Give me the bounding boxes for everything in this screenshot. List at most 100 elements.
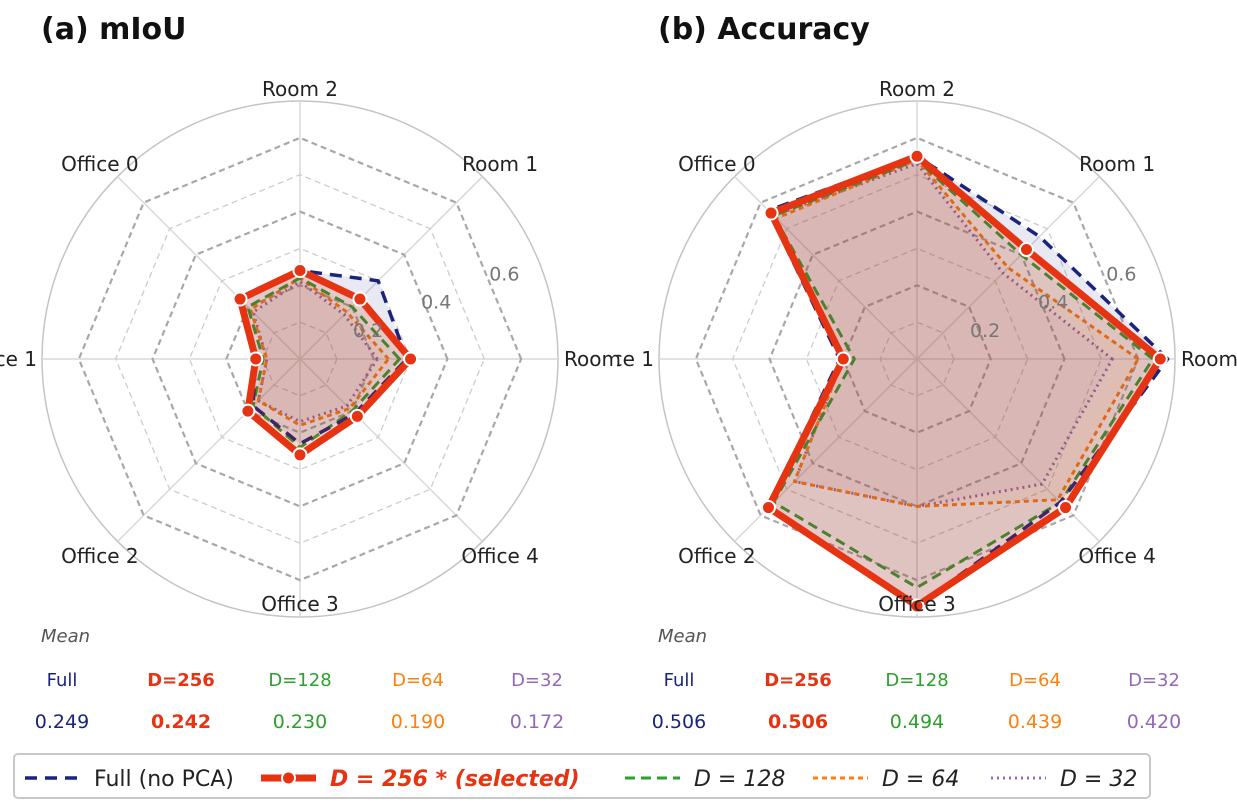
panel-b-series-fill-d64: [776, 159, 1139, 507]
panel-b-series-line-d64: [774, 158, 1140, 508]
panel-b-mean-header-d32: D=32: [1128, 670, 1180, 691]
panel-b-axis-label: Office 4: [1078, 544, 1155, 568]
panel-a-marker-d256: [248, 351, 264, 367]
panel-b-mean-header-d256: D=256: [764, 670, 832, 691]
panel-a-axis-label: Room 1: [462, 152, 538, 176]
panel-b-marker-d256: [909, 598, 925, 614]
panel-b-mean-value-d256: 0.506: [768, 711, 828, 733]
panel-a-marker-d256: [232, 291, 248, 307]
panel-a-marker-d256: [292, 263, 308, 279]
panel-b-axis-label: Room 2: [879, 77, 955, 101]
panel-b-mean-value-full: 0.506: [652, 711, 706, 733]
panel-b-series-line-d32: [772, 162, 1114, 508]
panel-b-marker-d256: [835, 351, 851, 367]
panel-a-mean-value-full: 0.249: [35, 711, 89, 733]
panel-a-series-fill-full: [240, 270, 407, 444]
panel-a-grid-ring: [115, 174, 485, 544]
legend-label-d32: D = 32: [1060, 767, 1137, 792]
panel-a-mean-value-d128: 0.230: [273, 711, 327, 733]
legend-marker-d256: [281, 770, 296, 786]
chart-legend: Full (no PCA) D = 256 * (selected) D = 128…: [13, 753, 1151, 799]
panel-a-rtick-label: 0.2: [353, 320, 383, 342]
panel-b-marker-d256: [1058, 500, 1074, 516]
panel-a-mean-header-d128: D=128: [268, 670, 331, 691]
panel-b-marker-d256: [760, 500, 776, 516]
panel-b-rtick-label: 0.4: [1038, 292, 1068, 314]
panel-a-spoke: [117, 358, 301, 542]
panel-a-grid-ring: [188, 247, 412, 471]
panel-a-marker-d256: [292, 447, 308, 463]
panel-b-mean-header-d64: D=64: [1009, 670, 1061, 691]
panel-a-series-fill-d32: [253, 281, 378, 422]
panel-b-rtick-label: 0.2: [970, 320, 1000, 342]
panel-b-mean-value-d32: 0.420: [1127, 711, 1181, 733]
panel-a-mean-label: Mean: [41, 626, 90, 647]
panel-a-axis-label: Room 0: [564, 347, 620, 371]
panel-b-mean-value-d128: 0.494: [890, 711, 944, 733]
panel-a-mean-header-d64: D=64: [392, 670, 444, 691]
panel-a-marker-d256: [352, 291, 368, 307]
panel-b-axis-label: Room 1: [1079, 152, 1155, 176]
panel-a-mean-value-d256: 0.242: [151, 711, 211, 733]
panel-a-series-fill-d128: [247, 277, 400, 448]
panel-b-mean-label: Mean: [658, 626, 707, 647]
panel-b-marker-d256: [1018, 242, 1034, 258]
panel-a-rtick-label: 0.4: [421, 292, 451, 314]
panel-b-axis-label: Room 0: [1181, 347, 1237, 371]
mIoU-radar-panel: (a) mIoU 0.2 0.4 0.6 Room 0 Room 1 Room 2 Offic…: [0, 12, 620, 733]
panel-b-grid-ring: [732, 174, 1102, 544]
panel-b-mean-header-full: Full: [664, 670, 695, 691]
legend-label-full: Full (no PCA): [94, 767, 234, 792]
panel-b-axis-label: Office 2: [678, 544, 755, 568]
panel-b-series-fill-d128: [773, 159, 1153, 588]
panel-a-grid-ring: [77, 136, 523, 582]
panel-a-spoke: [117, 176, 301, 360]
panel-a-spoke: [299, 358, 483, 542]
panel-a-title: (a) mIoU: [41, 12, 187, 47]
panel-b-axis-label: Office 3: [878, 592, 955, 616]
panel-a-series-line-d64: [248, 276, 390, 427]
panel-a-axis-label: Office 0: [61, 152, 138, 176]
panel-b-spoke: [916, 176, 1100, 360]
panel-b-marker-d256: [909, 148, 925, 164]
panel-a-grid-ring: [151, 210, 449, 508]
panel-a-mean-value-d32: 0.172: [510, 711, 564, 733]
panel-a-axis-label: Office 1: [0, 347, 37, 371]
panel-b-series-fill-full: [768, 156, 1168, 606]
panel-a-mean-header-full: Full: [47, 670, 78, 691]
panel-a-axis-label: Room 2: [262, 77, 338, 101]
panel-b-title: (b) Accuracy: [658, 12, 870, 47]
panel-a-series-fill-d256: [240, 270, 411, 455]
panel-b-axis-label: Office 0: [678, 152, 755, 176]
legend-label-d128: D = 128: [694, 767, 785, 792]
panel-a-axis-label: Office 3: [261, 592, 338, 616]
panel-a-series-line-d32: [251, 280, 379, 424]
panel-a-marker-d256: [349, 408, 365, 424]
panel-b-rtick-label: 0.6: [1106, 263, 1136, 285]
panel-a-rtick-label: 0.6: [489, 263, 519, 285]
panel-a-series-fill-d64: [250, 277, 389, 426]
panel-a-axis-label: Office 2: [61, 544, 138, 568]
panel-b-axis-label: Office 1: [617, 347, 654, 371]
panel-b-grid-ring: [805, 247, 1029, 471]
panel-b-mean-value-d64: 0.439: [1008, 711, 1062, 733]
panel-b-grid-ring: [879, 321, 955, 397]
panel-a-mean-header-d256: D=256: [147, 670, 215, 691]
panel-b-series-line-d128: [772, 158, 1155, 590]
panel-a-marker-d256: [403, 351, 419, 367]
panel-b-spoke: [734, 176, 918, 360]
legend-label-d64: D = 64: [882, 767, 959, 792]
panel-a-mean-value-d64: 0.190: [391, 711, 445, 733]
panel-b-marker-d256: [763, 205, 779, 221]
panel-a-marker-d256: [240, 403, 256, 419]
panel-b-grid-ring: [694, 136, 1140, 582]
legend-label-d256: D = 256 * (selected): [330, 767, 580, 792]
panel-a-spoke: [299, 176, 483, 360]
panel-b-series-fill-d32: [773, 163, 1113, 507]
panel-a-mean-header-d32: D=32: [511, 670, 563, 691]
panel-b-series-fill-d256: [768, 156, 1161, 606]
panel-b-marker-d256: [1152, 351, 1168, 367]
accuracy-radar-panel: (b) Accuracy 0.2 0.4 0.6 Room 0 Room 1 Room 2 O…: [617, 12, 1237, 733]
panel-b-mean-header-d128: D=128: [885, 670, 948, 691]
panel-a-axis-label: Office 4: [461, 544, 538, 568]
